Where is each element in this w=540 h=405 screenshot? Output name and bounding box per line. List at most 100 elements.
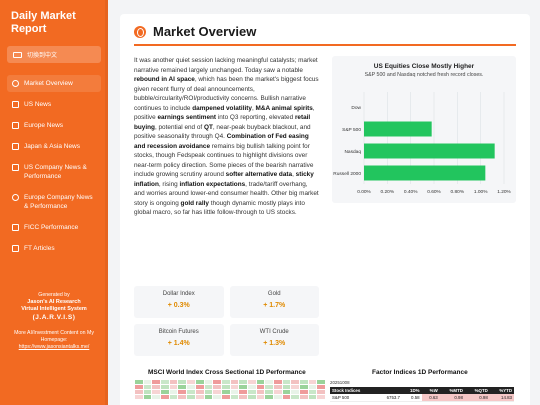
page-title: Market Overview [134,24,516,46]
sidebar-item-ft-articles[interactable]: FT Articles [7,240,101,257]
sidebar-item-japan-asia-news[interactable]: Japan & Asia News [7,138,101,155]
heatmap-cell [213,395,221,399]
heatmap-cell [265,385,273,389]
bank-icon [12,122,19,129]
sidebar-item-europe-news[interactable]: Europe News [7,117,101,134]
globe-icon [12,194,19,201]
sidebar-item-label: Japan & Asia News [24,143,81,150]
us-equities-chart: US Equities Close Mostly Higher S&P 500 … [332,56,516,203]
quote-cards: Dollar Index + 0.3% Gold + 1.7% Bitcoin … [134,286,319,356]
heatmap-cell [204,380,213,384]
heatmap-cell [247,380,256,384]
chart-bar [364,143,495,159]
sidebar-item-label: Market Overview [24,80,73,87]
heatmap-cell [274,395,282,399]
heatmap-cell [178,390,187,394]
sidebar-item-europe-company-news[interactable]: Europe Company News & Performance [7,189,101,215]
generated-by-label: Generated by [38,292,70,298]
heatmap-cell [213,385,221,389]
factor-table-cell: 0.98 [439,394,465,402]
chart-x-tick-label: 0.40% [404,189,418,195]
chart-bar [364,165,486,181]
quote-card-wti-crude: WTI Crude + 1.3% [229,324,319,356]
factor-table-cell: 0.98 [464,394,490,402]
heatmap-cell [143,395,152,399]
chart-subtitle: S&P 500 and Nasdaq notched fresh record … [364,72,484,78]
sidebar-item-label: FICC Performance [24,224,79,231]
heatmap-cell [161,380,169,384]
factor-table-header [376,387,402,394]
homepage-link[interactable]: https://www.jasonsiantalks.me/ [18,344,90,350]
flag-icon [12,101,19,108]
quote-change: + 0.3% [167,302,190,309]
heatmap-cell [247,395,256,399]
chart-category-label: Nasdaq [344,149,361,155]
heatmap-preview [135,380,326,400]
heatmap-cell [274,390,282,394]
heatmap-cell [135,390,143,394]
quote-name: Dollar Index [162,291,195,297]
chart-title: US Equities Close Mostly Higher [373,63,475,70]
heatmap-cell [239,390,247,394]
heatmap-cell [187,385,195,389]
sidebar-footer: Generated by Jason's AI Research Virtual… [7,292,101,351]
heatmap-cell [256,395,265,399]
language-toggle-label: 切換到中文 [27,53,58,59]
sidebar: Daily Market Report 切換到中文 Market Overvie… [0,0,108,405]
sidebar-item-label: US Company News & Performance [24,164,87,180]
heatmap-cell [152,395,161,399]
chart-x-tick-label: 1.20% [497,189,511,195]
heatmap-cell [282,390,291,394]
sidebar-item-label: US News [24,101,52,108]
heatmap-cell [230,385,239,389]
assistant-name: (J.A.R.V.I.S) [32,314,76,321]
market-narrative: It was another quiet session lacking mea… [134,57,319,216]
heatmap-cell [187,395,195,399]
chart-x-tick-label: 0.00% [357,189,371,195]
flag-icon [12,143,19,150]
heatmap-cell [308,380,317,384]
heatmap-cell [300,395,308,399]
sidebar-item-ficc-performance[interactable]: FICC Performance [7,219,101,236]
factor-table-cell: 14.83 [489,394,514,402]
heatmap-cell [135,385,143,389]
heatmap-cell [195,395,204,399]
quote-name: WTI Crude [259,329,289,335]
heatmap-cell [161,395,169,399]
chart-icon [12,224,19,231]
sidebar-item-label: FT Articles [24,245,55,252]
chart-category-label: Russell 2000 [333,171,361,177]
sidebar-item-us-company-news[interactable]: US Company News & Performance [7,159,101,185]
heatmap-cell [282,380,291,384]
heatmap-cell [178,385,187,389]
heatmap-cell [239,385,247,389]
heatmap-cell [265,380,273,384]
factor-title: Factor Indices 1D Performance [372,369,468,376]
heatmap-cell [239,395,247,399]
sidebar-item-us-news[interactable]: US News [7,96,101,113]
heatmap-cell [178,395,187,399]
newspaper-icon [12,245,19,252]
sidebar-scrollbar[interactable] [105,0,108,405]
heatmap-cell [300,390,308,394]
heatmap-cell [152,390,161,394]
factor-table-cell: S&P 500 [330,394,377,402]
heatmap-cell [265,395,273,399]
heatmap-cell [187,380,195,384]
chart-category-label: Dow [351,105,361,111]
heatmap-cell [308,395,317,399]
heatmap-row [135,395,326,399]
heatmap-cell [230,390,239,394]
heatmap-cell [221,380,230,384]
sidebar-item-market-overview[interactable]: Market Overview [7,75,101,92]
heatmap-cell [247,385,256,389]
quote-change: + 1.4% [167,340,190,347]
heatmap-cell [187,390,195,394]
heatmap-cell [204,390,213,394]
sidebar-item-label: Europe Company News & Performance [24,194,93,210]
quote-change: + 1.7% [263,302,286,309]
quote-card-dollar-index: Dollar Index + 0.3% [134,286,224,318]
chart-x-tick-label: 0.80% [451,189,465,195]
heatmap-title: MSCI World Index Cross Sectional 1D Perf… [148,369,306,376]
language-toggle-button[interactable]: 切換到中文 [7,46,101,63]
